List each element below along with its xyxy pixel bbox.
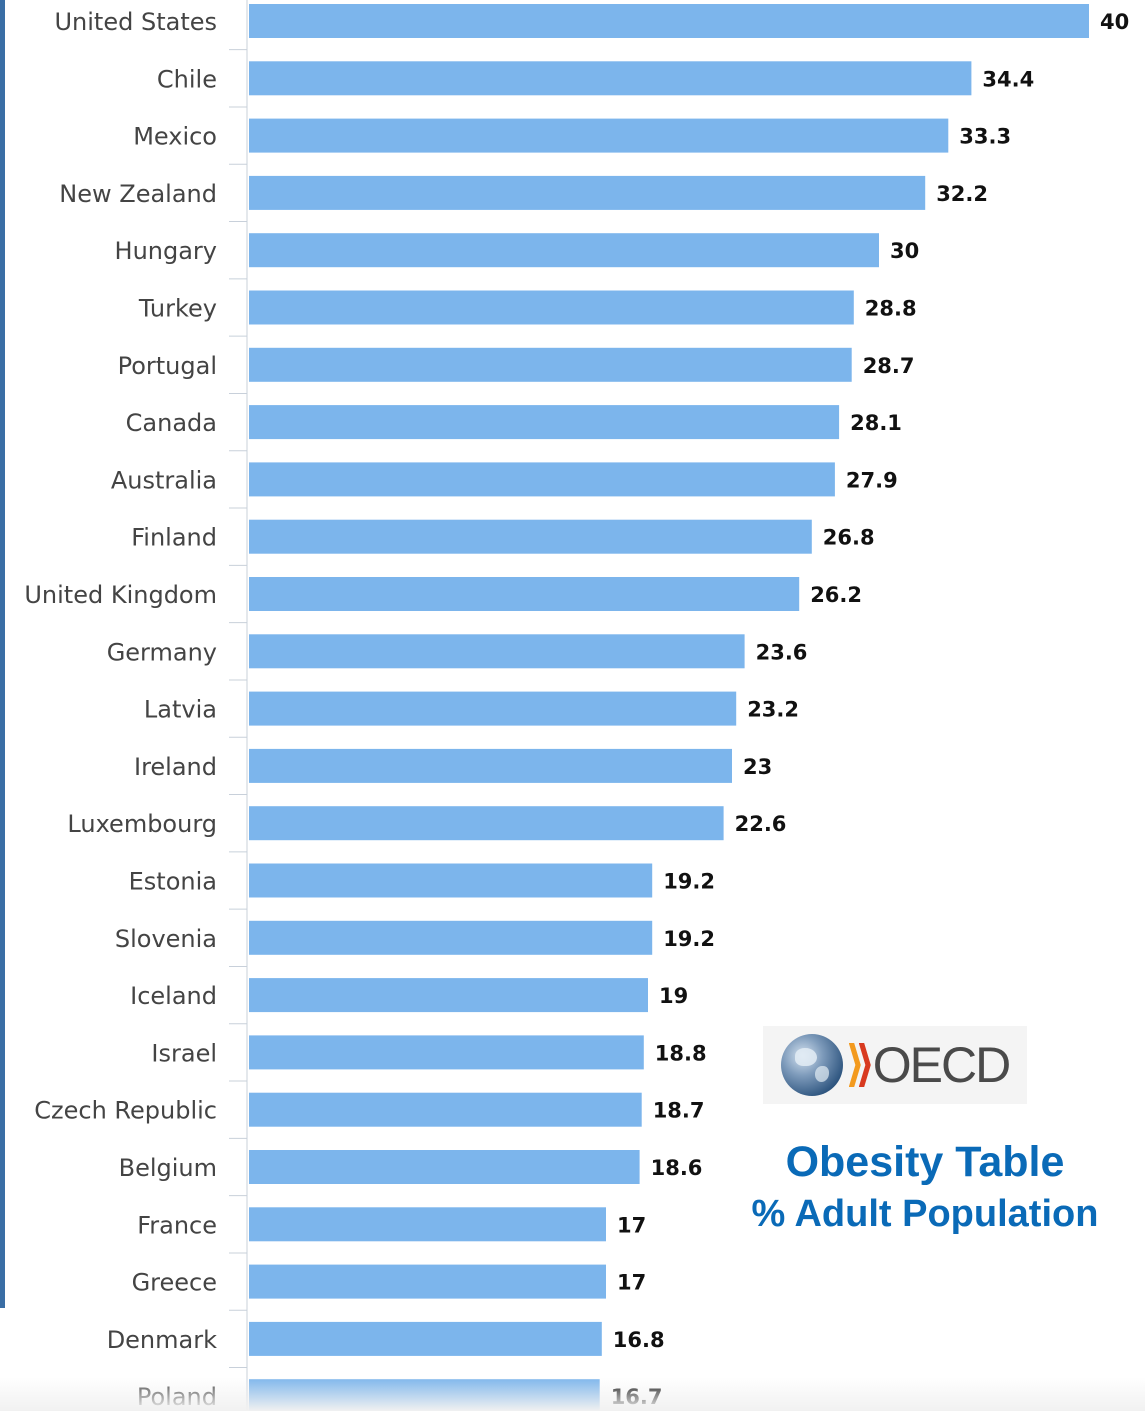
- value-label: 17: [617, 1271, 646, 1295]
- value-label: 19.2: [663, 870, 715, 894]
- bar: [249, 1321, 602, 1356]
- category-label: Canada: [126, 409, 217, 437]
- category-label: Czech Republic: [34, 1097, 217, 1125]
- category-label: Greece: [132, 1269, 217, 1297]
- bar: [249, 175, 926, 210]
- category-labels: United States Chile Mexico New Zealand Hunga…: [24, 8, 217, 1411]
- value-label: 26.2: [810, 583, 862, 607]
- bar: [249, 748, 732, 783]
- category-label: Hungary: [115, 237, 217, 265]
- bar: [249, 863, 653, 898]
- value-label: 27.9: [846, 468, 898, 492]
- bar: [249, 1092, 642, 1127]
- left-edge-accent: [0, 0, 5, 1308]
- bar: [249, 61, 972, 96]
- category-label: Estonia: [129, 868, 217, 896]
- chevron-1: [848, 1043, 861, 1087]
- bar: [249, 577, 800, 611]
- category-label: Latvia: [144, 696, 217, 724]
- bar: [249, 233, 879, 268]
- value-label: 23.6: [756, 640, 808, 664]
- category-axis: [229, 0, 248, 1411]
- category-label: Belgium: [119, 1154, 217, 1182]
- chart-subtitle: % Adult Population: [751, 1193, 1099, 1235]
- category-label: Germany: [107, 638, 217, 666]
- bars: [249, 4, 1089, 1411]
- chevron-icon: [848, 1043, 871, 1087]
- value-label: 18.6: [651, 1156, 703, 1180]
- category-label: Slovenia: [115, 925, 217, 953]
- category-label: United States: [54, 8, 217, 36]
- chart-title: Obesity Table: [785, 1138, 1065, 1186]
- value-label: 18.7: [653, 1099, 705, 1123]
- bar: [249, 4, 1089, 38]
- value-label: 17: [617, 1213, 646, 1237]
- value-label: 34.4: [982, 67, 1034, 91]
- bar: [249, 290, 854, 325]
- bar: [249, 462, 835, 497]
- value-label: 28.7: [863, 354, 915, 378]
- value-label: 32.2: [936, 182, 988, 206]
- bar: [249, 978, 648, 1013]
- category-label: Portugal: [118, 352, 217, 380]
- category-label: Luxembourg: [67, 810, 217, 838]
- category-label: Ireland: [134, 753, 217, 781]
- value-label: 28.1: [850, 411, 902, 435]
- category-label: New Zealand: [59, 180, 217, 208]
- bar: [249, 806, 724, 841]
- category-label: Israel: [151, 1039, 217, 1067]
- bar: [249, 920, 653, 955]
- category-label: Finland: [131, 524, 217, 552]
- value-label: 23: [743, 755, 772, 779]
- globe-icon: [780, 1034, 843, 1096]
- value-label: 18.8: [655, 1041, 707, 1065]
- bar: [249, 691, 737, 726]
- bar: [249, 1207, 606, 1242]
- value-label: 28.8: [865, 297, 917, 321]
- value-label: 23.2: [747, 698, 799, 722]
- value-label: 26.8: [823, 526, 875, 550]
- value-label: 19.2: [663, 927, 715, 951]
- value-label: 19: [659, 984, 688, 1008]
- bar: [249, 519, 812, 554]
- bar: [249, 347, 852, 382]
- logo-text: OECD: [872, 1037, 1011, 1093]
- category-label: United Kingdom: [24, 581, 217, 609]
- bar: [249, 1150, 640, 1184]
- bottom-fade: [0, 1377, 1145, 1411]
- oecd-logo: OECD: [763, 1026, 1027, 1104]
- value-label: 16.8: [613, 1328, 665, 1352]
- bar: [249, 405, 840, 440]
- value-label: 22.6: [735, 812, 787, 836]
- category-label: Turkey: [138, 295, 217, 323]
- category-label: Australia: [111, 466, 217, 494]
- value-label: 33.3: [959, 125, 1011, 149]
- category-label: Mexico: [133, 123, 217, 151]
- category-label: Denmark: [107, 1326, 217, 1354]
- value-label: 30: [890, 239, 919, 263]
- bar: [249, 118, 949, 153]
- value-label: 40: [1100, 10, 1129, 34]
- category-label: Iceland: [130, 982, 217, 1010]
- category-label: Chile: [157, 65, 217, 93]
- bar: [249, 1035, 644, 1070]
- category-label: France: [137, 1211, 217, 1239]
- bar: [249, 1264, 606, 1299]
- bar: [249, 634, 745, 669]
